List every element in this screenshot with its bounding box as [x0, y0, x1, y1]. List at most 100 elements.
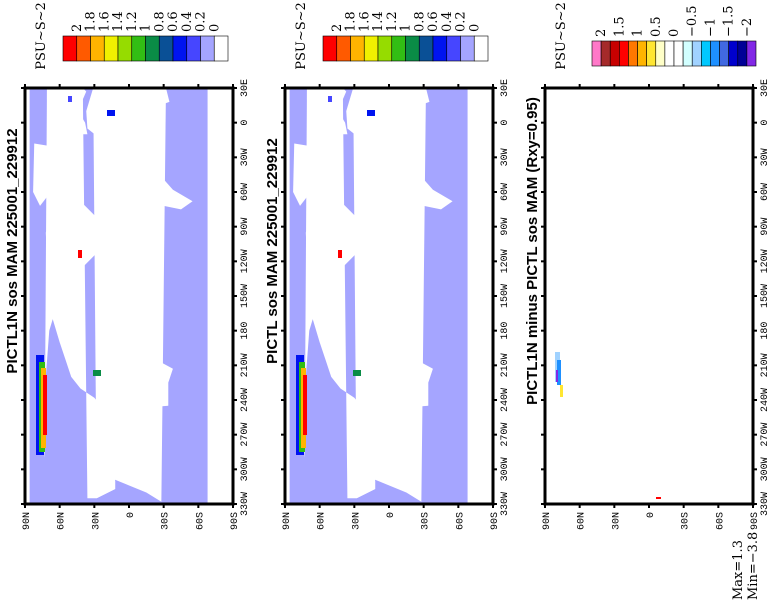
lon-tick-label: 90W	[240, 218, 251, 236]
lon-tick-label: 60W	[760, 183, 771, 201]
colorbar-label: 2	[70, 24, 85, 32]
colorbar-box	[637, 40, 647, 67]
max-label: Max=1.3	[731, 540, 746, 600]
lat-tick-label: 30N	[611, 512, 622, 530]
colorbar-box	[710, 40, 720, 67]
colorbar-box	[131, 35, 146, 62]
colorbar-label: 0.8	[412, 11, 427, 32]
colorbar-box	[609, 40, 620, 67]
lon-tick-label: 30W	[240, 148, 251, 166]
lon-tick-label: 180	[760, 322, 771, 340]
lat-tick-label: 60S	[715, 512, 726, 530]
lat-tick-label: 0	[386, 512, 397, 518]
colorbar-box	[628, 40, 638, 67]
land-afe	[353, 88, 426, 502]
colorbar-box	[145, 35, 160, 62]
colorbar-box	[432, 35, 448, 62]
lon-tick-label: 180	[500, 322, 511, 340]
lon-tick-label: 300W	[240, 457, 251, 481]
colorbar-label: 0.6	[426, 11, 441, 32]
difference-patch	[656, 497, 661, 499]
lat-tick-label: 30S	[161, 512, 172, 530]
salinity-patch	[338, 250, 342, 258]
land-au	[141, 361, 173, 407]
lon-tick-label: 150W	[500, 284, 511, 308]
colorbar-box	[446, 35, 461, 62]
colorbar-box	[158, 35, 174, 62]
lon-tick-label: 270W	[500, 423, 511, 447]
lon-tick-label: 210W	[760, 353, 771, 377]
salinity-patch	[328, 96, 332, 102]
colorbar-box	[673, 40, 684, 67]
colorbar-label: 2	[330, 24, 345, 32]
colorbar-box	[186, 35, 201, 62]
colorbar-label: −2	[740, 18, 755, 37]
salinity-patch	[107, 110, 115, 116]
difference-patch	[557, 360, 561, 385]
colorbar-label: 1.2	[125, 11, 140, 32]
lat-tick-label: 60N	[317, 512, 328, 530]
colorbar-label: −1	[703, 18, 718, 37]
colorbar-box	[591, 40, 602, 67]
map-panel-2	[281, 35, 497, 508]
lat-tick-label: 90N	[22, 512, 33, 530]
colorbar-units: PSU~S~2	[34, 2, 49, 70]
lon-tick-label: 120W	[240, 249, 251, 273]
colorbar-label: 1	[139, 24, 154, 32]
colorbar-label: 0.4	[440, 11, 455, 32]
colorbar-box	[655, 40, 666, 67]
colorbar-label: −0.5	[685, 5, 700, 37]
map-panel-1	[21, 35, 237, 508]
colorbar-box	[600, 40, 611, 67]
panel-title: PICTL sos MAM 225001_229912	[264, 138, 281, 364]
colorbar-box	[377, 35, 393, 62]
lon-tick-label: 120W	[500, 249, 511, 273]
lon-tick-label: 60W	[240, 183, 251, 201]
lon-tick-label: 0	[240, 120, 251, 126]
colorbar-box	[746, 40, 757, 67]
lon-tick-label: 120W	[760, 249, 771, 273]
salinity-patch	[78, 250, 82, 258]
colorbar-box	[391, 35, 406, 62]
colorbar-label: 1	[631, 29, 646, 37]
colorbar-box	[90, 35, 105, 62]
colorbar-label: 1.2	[385, 11, 400, 32]
colorbar-box	[117, 35, 133, 62]
land-afe	[93, 88, 166, 502]
lon-tick-label: 30E	[760, 79, 771, 97]
colorbar-box	[460, 35, 475, 62]
lat-tick-label: 30N	[351, 512, 362, 530]
colorbar-label: 0.2	[194, 11, 209, 32]
colorbar-label: −1.5	[722, 5, 737, 37]
map-panel-3	[541, 40, 757, 508]
lat-tick-label: 60S	[455, 512, 466, 530]
difference-patch	[560, 385, 563, 397]
lat-tick-label: 30S	[681, 512, 692, 530]
land-gr	[293, 143, 320, 206]
lon-tick-label: 300W	[760, 457, 771, 481]
colorbar-label: 1.4	[111, 11, 126, 32]
colorbar-box	[691, 40, 702, 67]
panel-title: PICTL1N minus PICTL sos MAM (Rxy=0.95)	[524, 97, 541, 405]
colorbar-label: 1.8	[344, 11, 359, 32]
land-au	[401, 361, 433, 407]
colorbar-box	[664, 40, 675, 67]
land-an	[207, 88, 233, 504]
salinity-patch	[367, 110, 375, 116]
lon-tick-label: 0	[760, 120, 771, 126]
colorbar-box	[322, 35, 338, 62]
colorbar-box	[619, 40, 629, 67]
colorbar-label: 0	[207, 24, 222, 32]
lon-tick-label: 330W	[240, 492, 251, 516]
colorbar-box	[350, 35, 365, 62]
lon-tick-label: 150W	[760, 284, 771, 308]
lon-tick-label: 60W	[500, 183, 511, 201]
colorbar-label: 2	[594, 29, 609, 37]
lon-tick-label: 90W	[500, 218, 511, 236]
colorbar-units: PSU~S~2	[294, 2, 309, 70]
colorbar-label: 1.6	[97, 11, 112, 32]
colorbar-box	[719, 40, 729, 67]
lat-tick-label: 30S	[421, 512, 432, 530]
